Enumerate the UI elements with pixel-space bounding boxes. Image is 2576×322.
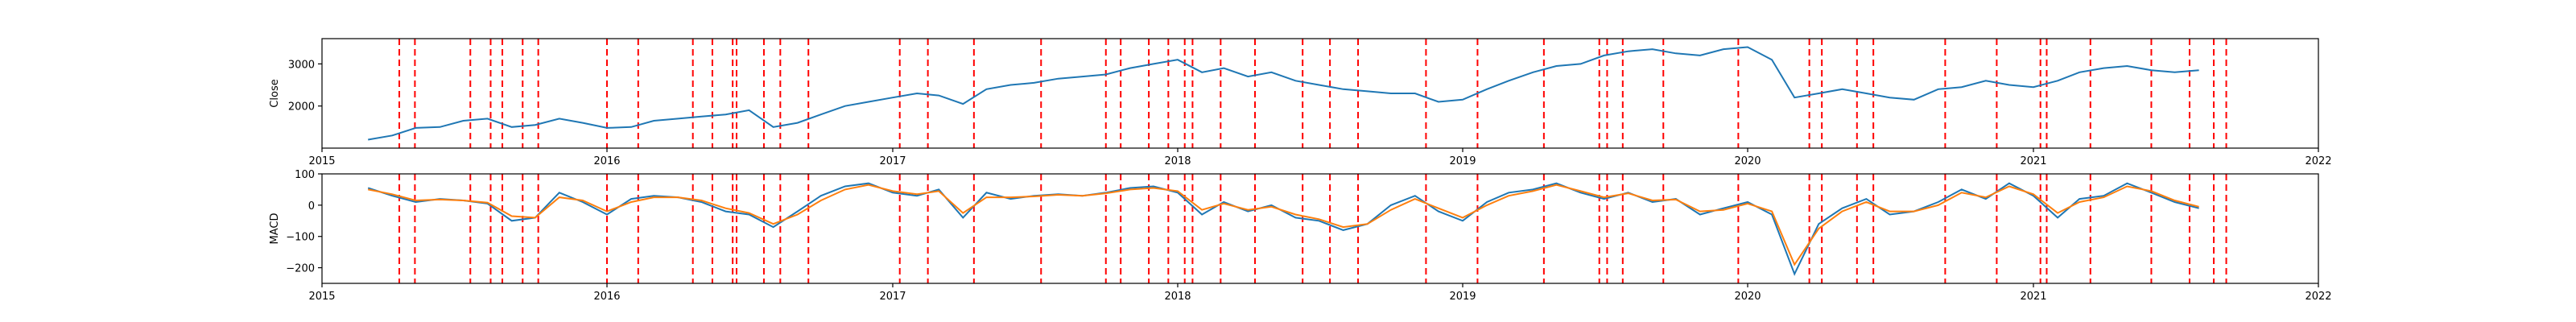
macd-x-axis: 2015 2016 2017 2018 2019 2020 2021 2022 [308,283,2332,303]
x-tick-label: 2020 [1734,155,1761,167]
macd-panel: 2015 2016 2017 2018 2019 2020 2021 2022 −200 −10… [269,169,2332,303]
x-tick-label: 2021 [2020,155,2046,167]
y-tick-label: −200 [286,263,315,275]
macd-signal-line [368,184,2199,266]
y-tick-label: 2000 [288,101,315,114]
x-tick-label: 2018 [1164,291,1191,303]
x-tick-label: 2021 [2020,291,2046,303]
x-tick-label: 2019 [1449,291,1476,303]
x-tick-label: 2015 [308,291,335,303]
macd-y-axis-label: MACD [269,213,281,245]
y-tick-label: −100 [286,232,315,244]
macd-y-axis: −200 −100 0 100 [286,169,322,275]
x-tick-label: 2022 [2305,155,2331,167]
x-tick-label: 2016 [593,291,620,303]
x-tick-label: 2020 [1734,291,1761,303]
macd-event-lines [398,174,2227,283]
x-tick-label: 2017 [879,155,906,167]
y-tick-label: 100 [295,169,315,181]
x-tick-label: 2019 [1449,155,1476,167]
close-plot-area [322,39,2318,148]
y-tick-label: 0 [308,200,315,213]
close-y-axis-label: Close [269,79,281,107]
y-tick-label: 3000 [288,59,315,71]
close-price-line [368,46,2199,141]
x-tick-label: 2018 [1164,155,1191,167]
close-plot-frame [321,38,2319,149]
macd-plot-area [322,174,2318,283]
close-y-axis: 2000 3000 [288,59,322,114]
x-tick-label: 2017 [879,291,906,303]
x-tick-label: 2022 [2305,291,2331,303]
macd-plot-frame [321,173,2319,284]
close-price-panel: 2015 2016 2017 2018 2019 2020 2021 2022 2000 300… [269,38,2332,167]
x-tick-label: 2016 [593,155,620,167]
close-x-axis: 2015 2016 2017 2018 2019 2020 2021 2022 [308,148,2332,167]
x-tick-label: 2015 [308,155,335,167]
